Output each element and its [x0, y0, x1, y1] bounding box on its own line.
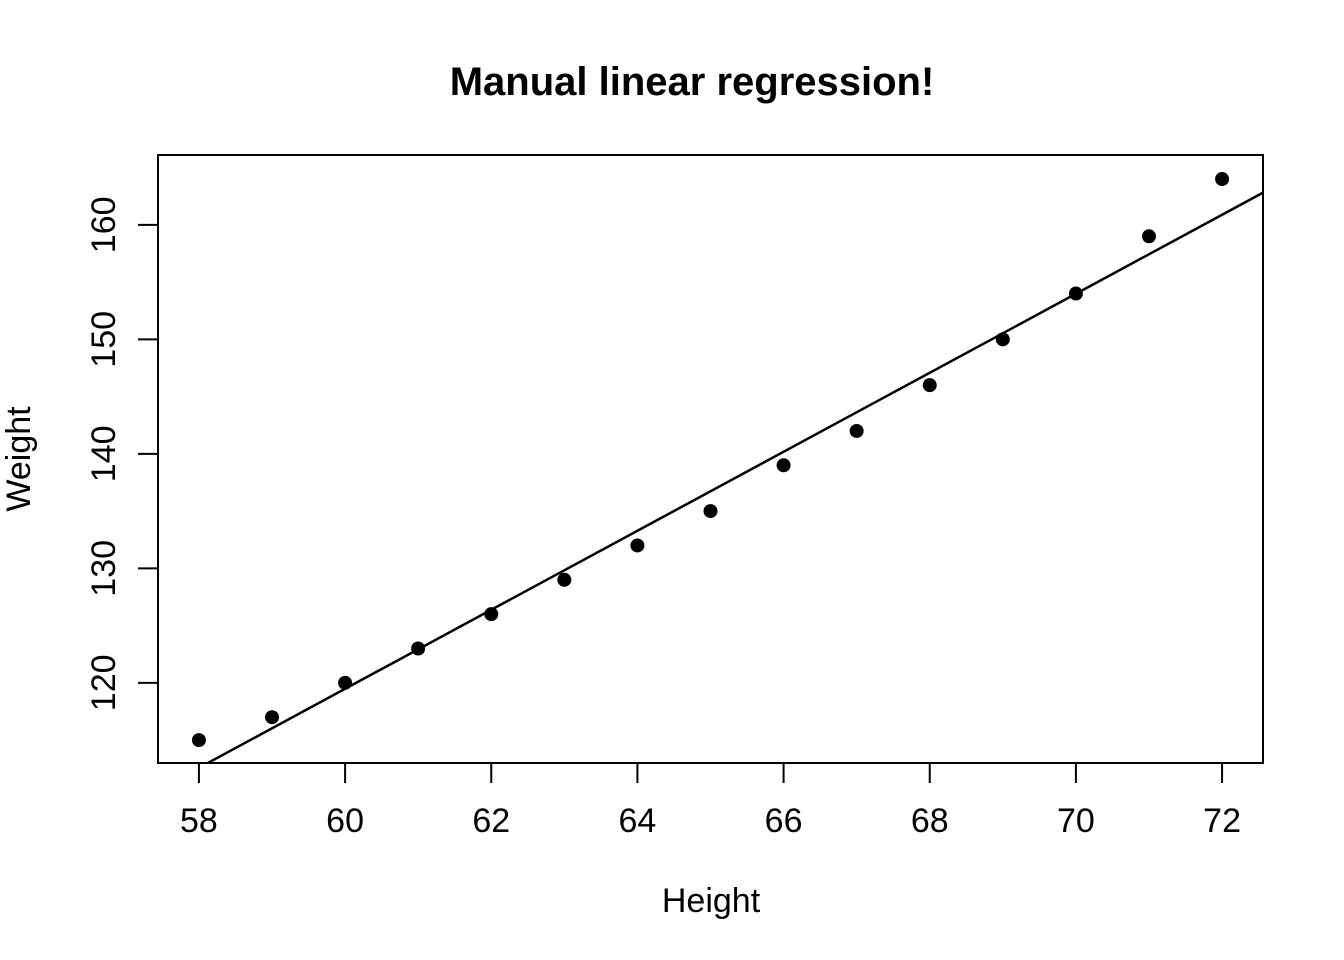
data-point	[776, 458, 791, 473]
data-point	[191, 733, 206, 748]
y-axis: 120 130 140 150 160	[85, 196, 158, 711]
x-axis-title: Height	[662, 882, 761, 920]
data-point	[1068, 286, 1083, 301]
data-point	[995, 332, 1010, 347]
y-tick-label: 150	[85, 311, 123, 368]
data-point	[922, 378, 937, 393]
regression-line	[205, 191, 1263, 763]
y-tick-label: 140	[85, 425, 123, 482]
y-tick-label: 130	[85, 540, 123, 597]
data-point	[849, 423, 864, 438]
y-axis-title: Weight	[0, 406, 38, 512]
x-tick-label: 62	[472, 802, 510, 840]
x-tick-label: 68	[911, 802, 949, 840]
y-tick-label: 160	[85, 196, 123, 253]
data-point	[630, 538, 645, 553]
x-tick-label: 70	[1057, 802, 1095, 840]
data-point	[484, 607, 499, 622]
plot-box	[157, 154, 1264, 764]
x-axis: 58 60 62 64 66 68 70 72	[180, 763, 1241, 840]
data-point	[1215, 172, 1230, 187]
x-tick-label: 58	[180, 802, 218, 840]
x-tick-label: 66	[765, 802, 803, 840]
y-tick-label: 120	[85, 654, 123, 711]
data-point	[338, 675, 353, 690]
data-point	[265, 710, 280, 725]
data-point	[411, 641, 426, 656]
x-tick-label: 72	[1203, 802, 1241, 840]
regression-line-layer	[205, 191, 1263, 763]
data-point	[703, 504, 718, 519]
data-points-layer	[191, 172, 1230, 748]
data-point	[1141, 229, 1156, 244]
x-tick-label: 64	[619, 802, 657, 840]
chart-title: Manual linear regression!	[450, 60, 935, 104]
x-tick-label: 60	[326, 802, 364, 840]
data-point	[557, 572, 572, 587]
plot-box-border	[157, 154, 1264, 764]
